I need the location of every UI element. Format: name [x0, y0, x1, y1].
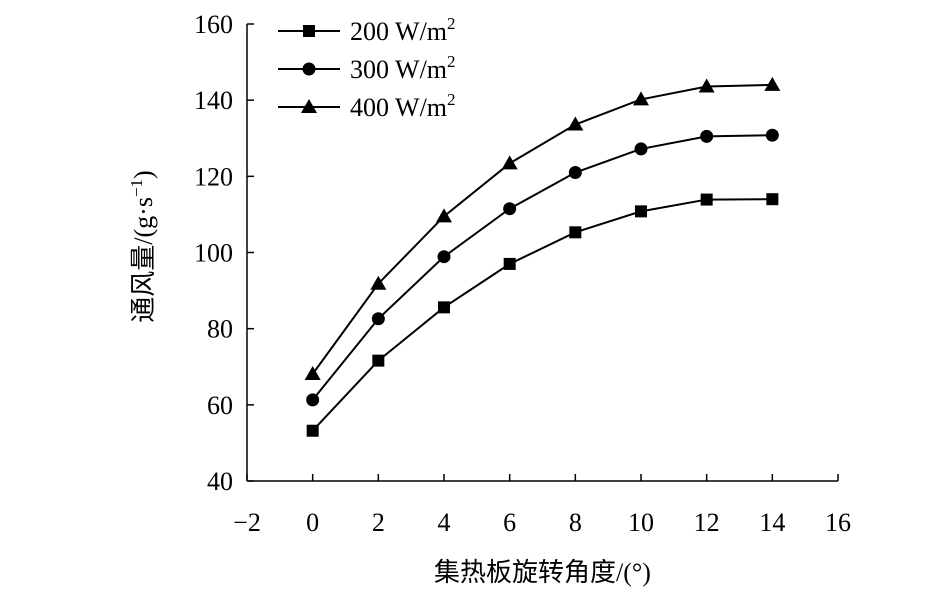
y-tick-label: 120 — [194, 162, 233, 191]
legend-marker — [302, 62, 316, 76]
legend-item: 300 W/m2 — [278, 52, 456, 84]
data-point — [764, 76, 781, 91]
data-point — [766, 193, 779, 206]
x-tick-label: 16 — [825, 508, 851, 537]
series-triangle — [304, 76, 781, 380]
series-line — [311, 134, 773, 401]
legend-label: 300 W/m2 — [350, 52, 456, 84]
legend-item: 200 W/m2 — [278, 14, 456, 46]
data-point — [438, 301, 450, 314]
series-square — [306, 193, 779, 437]
data-point — [635, 205, 647, 218]
x-tick-label: 14 — [759, 508, 785, 537]
data-point — [567, 116, 584, 131]
x-tick-label: 10 — [628, 508, 654, 537]
series-line — [311, 83, 773, 375]
y-tick-label: 100 — [194, 239, 233, 268]
data-point — [370, 275, 387, 290]
legend-marker — [303, 25, 315, 37]
data-point — [765, 128, 779, 142]
data-point — [633, 91, 649, 106]
data-point — [371, 312, 385, 326]
data-point — [306, 393, 320, 407]
y-tick-label: 140 — [194, 86, 233, 115]
legend: 200 W/m2 300 W/m2 400 W/m2 — [278, 14, 456, 122]
x-axis-title: 集热板旋转角度/(°) — [434, 558, 651, 587]
legend-label: 400 W/m2 — [350, 90, 456, 122]
x-tick-label: 2 — [372, 508, 385, 537]
x-tick-label: 12 — [694, 508, 720, 537]
y-tick-label: 160 — [194, 10, 233, 39]
data-point — [501, 155, 518, 170]
x-tick-label: 8 — [569, 508, 582, 537]
data-point — [698, 78, 715, 93]
legend-marker — [301, 99, 317, 113]
y-tick-label: 40 — [207, 467, 233, 496]
data-point — [436, 208, 452, 223]
data-point — [437, 250, 451, 264]
data-point — [634, 142, 648, 156]
legend-item: 400 W/m2 — [278, 90, 456, 122]
data-point — [503, 257, 516, 270]
x-tick-label: 6 — [503, 508, 516, 537]
data-point — [700, 193, 713, 206]
series-line — [311, 198, 773, 432]
data-point — [568, 166, 582, 180]
y-tick-label: 60 — [207, 391, 233, 420]
data-point — [372, 354, 385, 367]
data-point — [503, 202, 517, 216]
x-tick-label: 4 — [438, 508, 451, 537]
x-tick-label: −2 — [233, 508, 261, 537]
data-point — [569, 226, 582, 239]
x-tick-label: 0 — [306, 508, 319, 537]
legend-label: 200 W/m2 — [350, 14, 456, 46]
axes: 40 60 80 100 120 140 160 −2 0 2 4 6 8 10 12 14 16 集热板旋转角度… — [127, 10, 851, 587]
data-point — [306, 424, 319, 437]
y-tick-label: 80 — [207, 315, 233, 344]
y-axis-title: 通风量/(g·s−1) — [127, 170, 158, 322]
data-point — [700, 129, 714, 143]
data-point — [304, 365, 321, 380]
series-layer — [304, 76, 781, 437]
series-circle — [306, 128, 779, 407]
